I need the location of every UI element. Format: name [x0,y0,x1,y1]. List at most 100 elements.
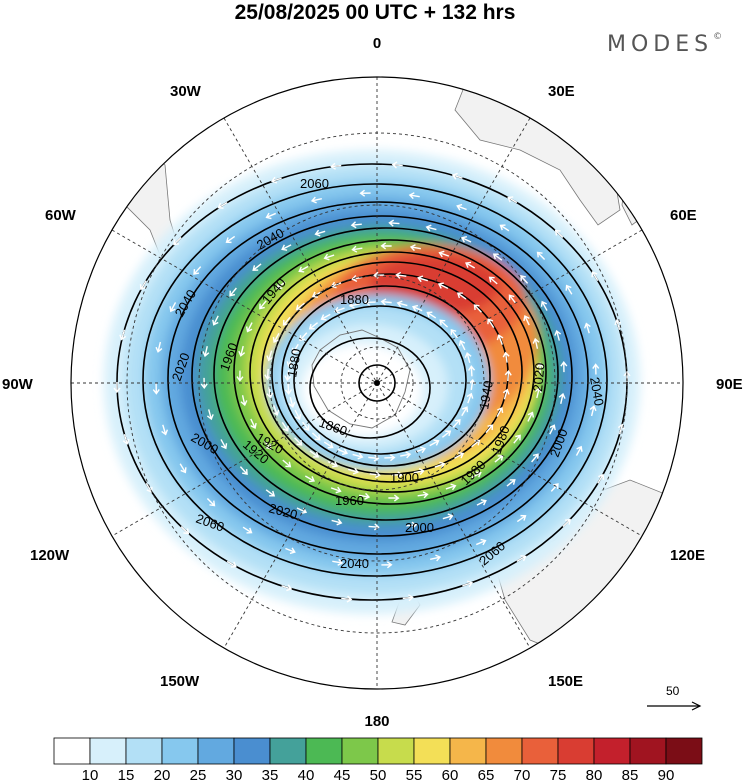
colorbar-tick-label: 15 [118,767,135,782]
wind-arrow [206,409,214,421]
wind-arrow [540,300,548,311]
wind-arrow [240,395,248,407]
wind-arrow [434,461,446,469]
wind-arrow [173,236,182,246]
wind-arrow [302,421,310,432]
contour-label: 2040 [587,376,607,407]
wind-arrow [285,547,296,555]
wind-arrow [549,424,556,435]
wind-arrow [467,365,476,377]
wind-arrow [238,345,246,357]
colorbar-swatch [485,737,523,765]
wind-arrow [352,452,364,460]
wind-arrow [502,388,510,400]
pole-low-contour [358,364,396,402]
wind-arrow [508,294,517,304]
colorbar-tick-label: 65 [478,767,495,782]
colorbar-swatch [53,737,91,765]
lon-label-120e: 120E [670,547,705,564]
colorbar-tick-label: 50 [370,767,387,782]
colorbar-tick-label: 75 [550,767,567,782]
wind-arrow [122,433,130,445]
wind-arrow [442,513,454,521]
wind-arrow [272,405,280,416]
lon-label-90e: 90E [716,376,743,393]
wind-arrow [270,176,282,184]
colorbar: 10 15 20 25 30 35 40 45 50 55 60 65 70 75 80 85 90 [53,737,703,782]
lon-label-30w: 30W [170,83,202,100]
wind-arrow [333,306,345,314]
wind-arrow [441,430,452,438]
wind-arrow [485,424,494,434]
wind-arrow [439,319,449,328]
colorbar-swatch [593,737,631,765]
lon-label-150w: 150W [160,673,200,690]
wind-arrow [592,363,600,375]
colorbar-tick-label: 20 [154,767,171,782]
wind-arrow [272,332,280,344]
wind-arrow [384,454,396,462]
contour-label: 1880 [284,347,304,378]
brand-logo: MODES© [607,32,722,57]
reference-vector [647,701,702,711]
contour-label: 1960 [335,493,364,508]
wind-arrow [460,236,472,243]
wind-arrow [554,329,562,341]
wind-arrow [492,253,503,261]
colorbar-swatch [269,737,307,765]
wind-arrow [417,491,429,499]
wind-arrow [388,494,400,502]
wind-arrow [413,468,425,476]
colorbar-swatch [305,737,343,765]
wind-arrow [327,461,339,468]
contour-label: 2020 [267,500,299,522]
wind-arrow [298,265,309,273]
wind-arrow [252,263,262,271]
lon-label-60e: 60E [670,207,697,224]
wind-arrow [284,369,292,382]
wind-arrow [294,437,303,446]
wind-vectors [113,161,631,603]
wind-arrow [520,275,529,284]
wind-arrow [242,526,253,534]
wind-arrow [558,392,566,404]
wind-arrow [202,346,210,358]
wind-arrow [212,315,219,326]
wind-arrow [239,466,248,475]
wind-arrow [245,322,253,333]
wind-arrow [487,318,495,328]
wind-arrow [236,370,244,382]
wind-arrow [456,203,467,211]
wind-arrow [536,251,546,261]
colorbar-tick-label: 30 [226,767,243,782]
contour-label: 2040 [340,556,369,571]
wind-arrow [206,497,216,507]
wind-arrow [323,253,335,261]
wind-arrow [438,250,450,258]
wind-arrow [409,244,421,252]
south-pole-marker [374,380,380,386]
wind-arrow [388,219,400,227]
wind-arrow [456,292,467,300]
wind-arrow [284,383,293,395]
colorbar-tick-label: 25 [190,767,207,782]
map-boundary [70,76,684,690]
wind-arrow [560,360,568,373]
colorbar-tick-label: 35 [262,767,279,782]
wind-arrow [437,282,449,289]
wind-arrow [193,266,202,275]
wind-arrow [282,459,292,468]
wind-arrow [391,471,403,479]
wind-arrow [152,383,160,395]
wind-arrow [429,439,440,447]
wind-arrow [550,483,559,492]
wind-arrow [180,526,190,535]
wind-arrow [266,387,274,399]
wind-arrow [323,441,334,449]
wind-arrow [395,271,407,279]
wind-arrow [264,368,272,381]
contour-label: 1900 [390,470,419,485]
wind-arrow [445,483,457,491]
wind-arrow [332,558,344,566]
wind-arrow [314,229,326,237]
